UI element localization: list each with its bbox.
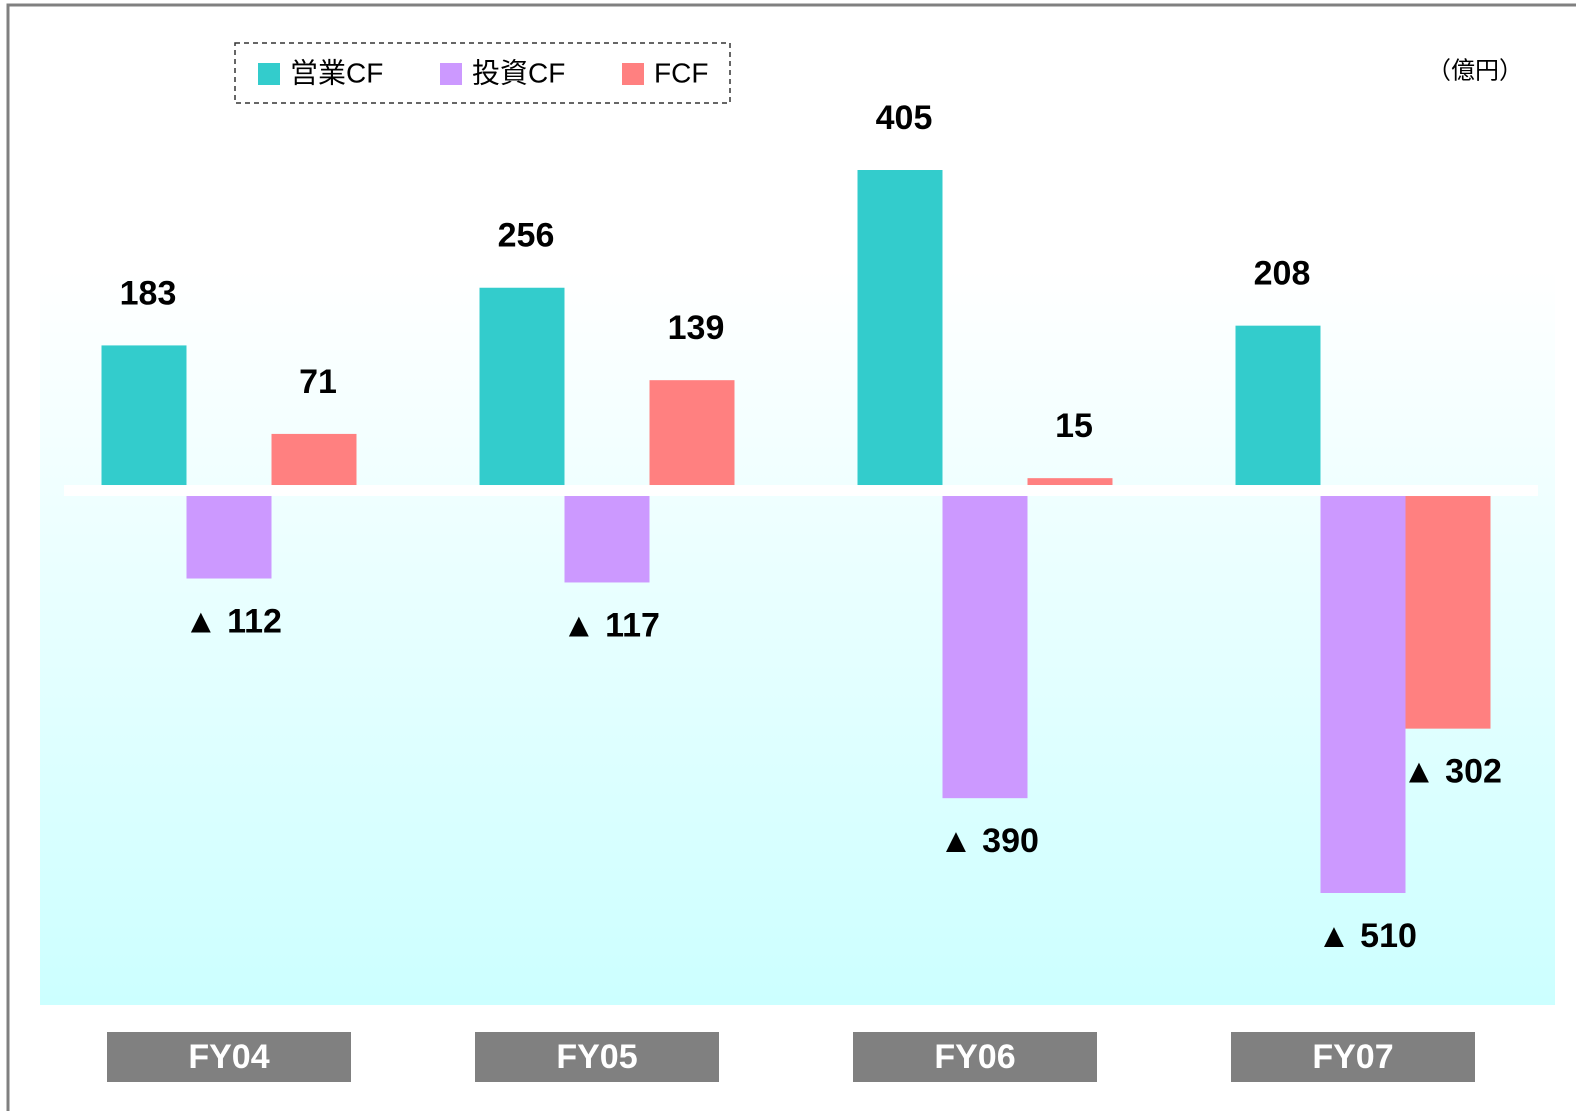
data-label: ▲ 112 — [184, 602, 282, 640]
bar — [1027, 478, 1113, 491]
data-label: ▲ 117 — [562, 606, 660, 644]
bar — [857, 170, 943, 491]
bar — [479, 287, 565, 491]
bar — [564, 490, 650, 583]
data-label: ▲ 390 — [939, 822, 1039, 860]
data-label: 183 — [120, 274, 177, 312]
legend-box — [234, 42, 731, 104]
data-label: 405 — [876, 99, 933, 137]
category-box — [853, 1032, 1097, 1082]
x-tick-label: FY05 — [556, 1038, 637, 1076]
category-box — [107, 1032, 351, 1082]
data-label: 256 — [498, 217, 555, 255]
legend-swatch — [258, 63, 280, 85]
bar — [271, 433, 357, 491]
zero-line — [64, 485, 1538, 497]
x-tick-label: FY07 — [1312, 1038, 1393, 1076]
unit-label: （億円） — [1427, 57, 1523, 84]
bar — [649, 380, 735, 491]
x-tick-label: FY04 — [188, 1038, 269, 1076]
data-label: ▲ 510 — [1317, 917, 1417, 955]
legend-swatch — [440, 63, 462, 85]
legend-label: 営業CF — [290, 57, 383, 88]
frame — [6, 3, 1576, 1111]
legend-swatch — [622, 63, 644, 85]
bar — [101, 345, 187, 491]
data-label: 15 — [1055, 407, 1093, 445]
category-box — [1231, 1032, 1475, 1082]
bar — [1320, 490, 1406, 893]
data-label: 139 — [668, 309, 725, 347]
data-label: 71 — [299, 363, 337, 401]
bar — [1235, 325, 1321, 491]
x-tick-label: FY06 — [934, 1038, 1015, 1076]
bar — [186, 490, 272, 579]
bar — [1405, 490, 1491, 729]
data-label: ▲ 302 — [1402, 753, 1502, 791]
bar — [942, 490, 1028, 799]
legend-label: FCF — [654, 57, 708, 88]
data-label: 208 — [1254, 255, 1311, 293]
legend-label: 投資CF — [472, 57, 565, 88]
category-box — [475, 1032, 719, 1082]
